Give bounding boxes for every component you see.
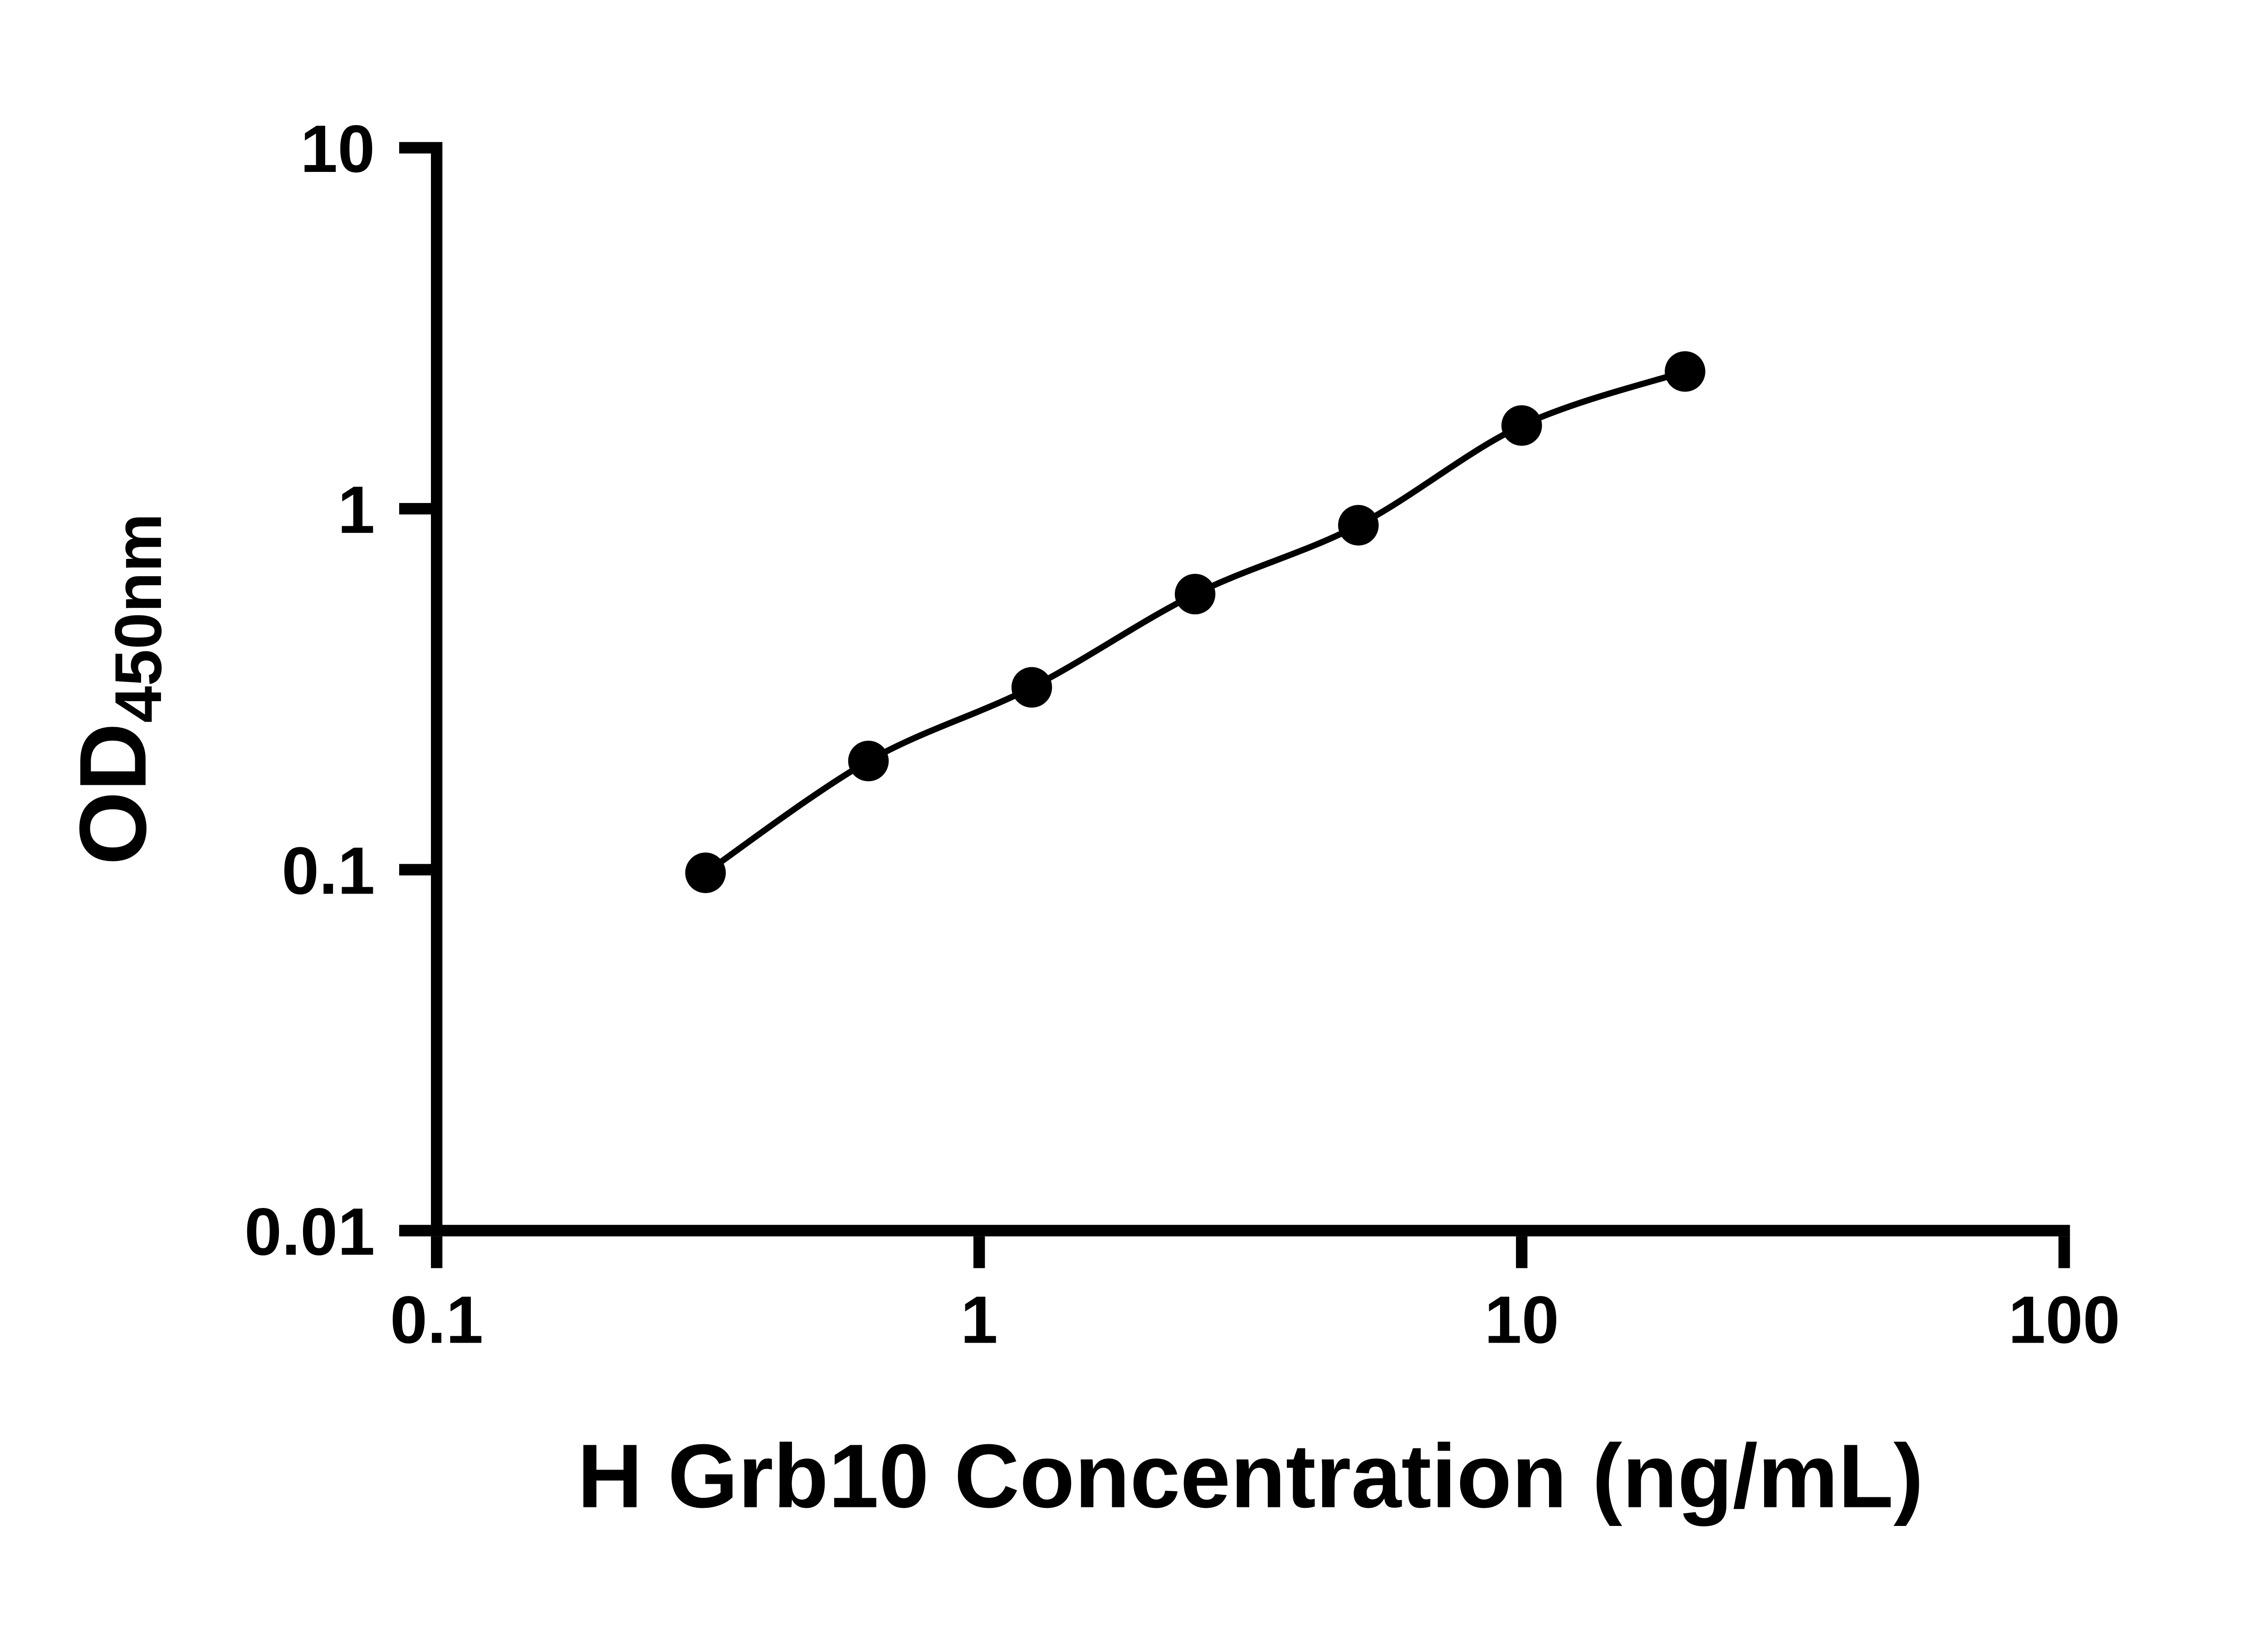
data-point <box>1011 667 1052 708</box>
x-tick-label: 100 <box>2008 1282 2120 1357</box>
y-tick-label: 0.1 <box>282 833 375 908</box>
axis-lines <box>431 142 2070 1237</box>
x-axis-title: H Grb10 Concentration (ng/mL) <box>577 1426 1924 1527</box>
standard-curve-figure: 0.1 1 10 100 10 1 0.1 0.01 H Grb10 Concentration… <box>0 0 2268 1588</box>
data-point <box>848 740 889 782</box>
y-axis-title-main: OD <box>60 723 166 865</box>
x-tick-label: 0.1 <box>390 1282 483 1357</box>
x-tick-label: 1 <box>961 1282 998 1357</box>
data-point <box>1501 405 1542 446</box>
x-tick-label: 10 <box>1485 1282 1559 1357</box>
y-axis-title-subscript: 450nm <box>101 513 175 723</box>
data-point <box>1665 351 1706 392</box>
data-point <box>685 852 726 893</box>
chart-background <box>0 0 2268 1588</box>
y-tick-label: 1 <box>337 473 375 548</box>
data-point <box>1174 573 1216 615</box>
y-tick-label: 0.01 <box>244 1194 375 1269</box>
y-axis-title: OD450nm <box>60 513 175 865</box>
data-point <box>1338 505 1379 546</box>
y-tick-label: 10 <box>300 112 375 186</box>
